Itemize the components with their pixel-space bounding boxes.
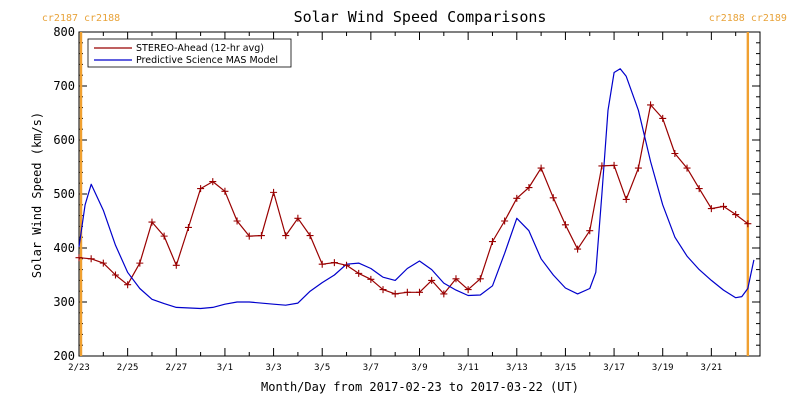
series-point-marker: [561, 221, 569, 229]
series-point-marker: [464, 286, 472, 294]
series-point-marker: [452, 275, 460, 283]
series-point-marker: [598, 162, 606, 170]
series-point-marker: [732, 211, 740, 219]
series-point-marker: [671, 150, 679, 157]
y-axis-label: Solar Wind Speed (km/s): [30, 112, 44, 278]
carrington-markers: cr2187 cr2188 cr2188 cr2189: [42, 13, 787, 356]
series-line-0: [78, 104, 749, 295]
series-point-marker: [695, 185, 703, 193]
series-point-marker: [294, 214, 302, 222]
x-tick-label: 3/7: [363, 363, 379, 373]
y-tick-label: 500: [53, 187, 75, 201]
series-point-marker: [270, 188, 278, 196]
series-point-marker: [87, 255, 95, 263]
series-point-marker: [416, 288, 423, 296]
series-point-marker: [634, 164, 642, 172]
carrington-label-right: cr2189: [751, 13, 787, 24]
series-point-marker: [744, 220, 752, 228]
series-point-marker: [148, 218, 156, 226]
series-point-marker: [428, 276, 436, 284]
carrington-label-left: cr2187: [42, 13, 78, 24]
series-point-marker: [622, 195, 630, 203]
series-point-marker: [172, 261, 180, 269]
legend-label-mas: Predictive Science MAS Model: [136, 55, 278, 66]
series-point-marker: [111, 271, 119, 279]
x-tick-label: 3/19: [652, 363, 674, 373]
series-point-marker: [391, 290, 399, 298]
legend-label-stereo: STEREO-Ahead (12-hr avg): [136, 43, 264, 54]
series-point-marker: [525, 184, 533, 192]
series-point-marker: [537, 164, 545, 172]
series-point-marker: [659, 114, 667, 122]
series-lines: [78, 68, 755, 310]
series-point-marker: [245, 232, 253, 240]
x-tick-label: 2/23: [68, 363, 90, 373]
legend-box: [87, 38, 292, 68]
carrington-label-right: cr2188: [84, 13, 120, 24]
series-point-marker: [549, 194, 557, 202]
x-tick-label: 3/13: [506, 363, 528, 373]
y-tick-label: 800: [53, 25, 75, 39]
series-point-marker: [124, 281, 132, 289]
series-point-marker: [586, 227, 594, 235]
series-point-marker: [197, 185, 205, 193]
series-point-marker: [318, 260, 326, 268]
legend: STEREO-Ahead (12-hr avg) Predictive Scie…: [87, 38, 292, 68]
y-tick-label: 200: [53, 349, 75, 363]
series-point-marker: [99, 259, 107, 267]
y-tick-label: 300: [53, 295, 75, 309]
series-point-marker: [379, 286, 387, 294]
x-tick-label: 3/17: [603, 363, 625, 373]
series-point-marker: [683, 164, 691, 172]
series-point-marker: [160, 232, 168, 240]
carrington-label-left: cr2188: [709, 13, 745, 24]
chart-title: Solar Wind Speed Comparisons: [294, 8, 547, 26]
series-point-marker: [501, 217, 509, 225]
series-point-marker: [136, 259, 144, 267]
y-tick-label: 600: [53, 133, 75, 147]
series-point-marker: [707, 205, 715, 213]
series-point-marker: [355, 269, 363, 277]
x-tick-label: 3/3: [265, 363, 281, 373]
y-tick-label: 700: [53, 79, 75, 93]
series-point-marker: [367, 275, 375, 283]
x-tick-label: 3/1: [217, 363, 233, 373]
series-point-marker: [75, 254, 83, 262]
series-point-marker: [343, 261, 351, 269]
series-point-marker: [184, 223, 192, 231]
series-point-marker: [233, 217, 241, 225]
series-point-marker: [476, 275, 484, 283]
series-point-marker: [257, 232, 265, 240]
x-tick-label: 2/25: [117, 363, 139, 373]
series-point-marker: [720, 202, 728, 210]
series-point-marker: [610, 161, 618, 169]
series-point-marker: [282, 232, 290, 240]
series-point-marker: [306, 232, 314, 240]
x-tick-label: 2/27: [165, 363, 187, 373]
series-point-marker: [330, 259, 338, 267]
series-point-marker: [574, 245, 582, 253]
x-tick-label: 3/5: [314, 363, 330, 373]
x-tick-label: 3/9: [411, 363, 427, 373]
x-tick-label: 3/15: [555, 363, 577, 373]
series-point-marker: [209, 178, 217, 186]
series-point-marker: [403, 288, 411, 296]
series-points: [75, 101, 752, 298]
x-tick-label: 3/11: [457, 363, 479, 373]
x-tick-label: 3/21: [701, 363, 723, 373]
series-point-marker: [513, 194, 521, 202]
series-point-marker: [440, 290, 448, 298]
series-point-marker: [647, 101, 655, 109]
x-axis-label: Month/Day from 2017-02-23 to 2017-03-22 …: [261, 380, 579, 394]
series-point-marker: [488, 238, 496, 246]
y-tick-label: 400: [53, 241, 75, 255]
series-line-1: [78, 68, 755, 310]
axes: 200 300 400 500 600 700 800 2/23 2/25 2/27 3/1 3/3 3…: [53, 25, 761, 373]
series-point-marker: [221, 187, 229, 195]
